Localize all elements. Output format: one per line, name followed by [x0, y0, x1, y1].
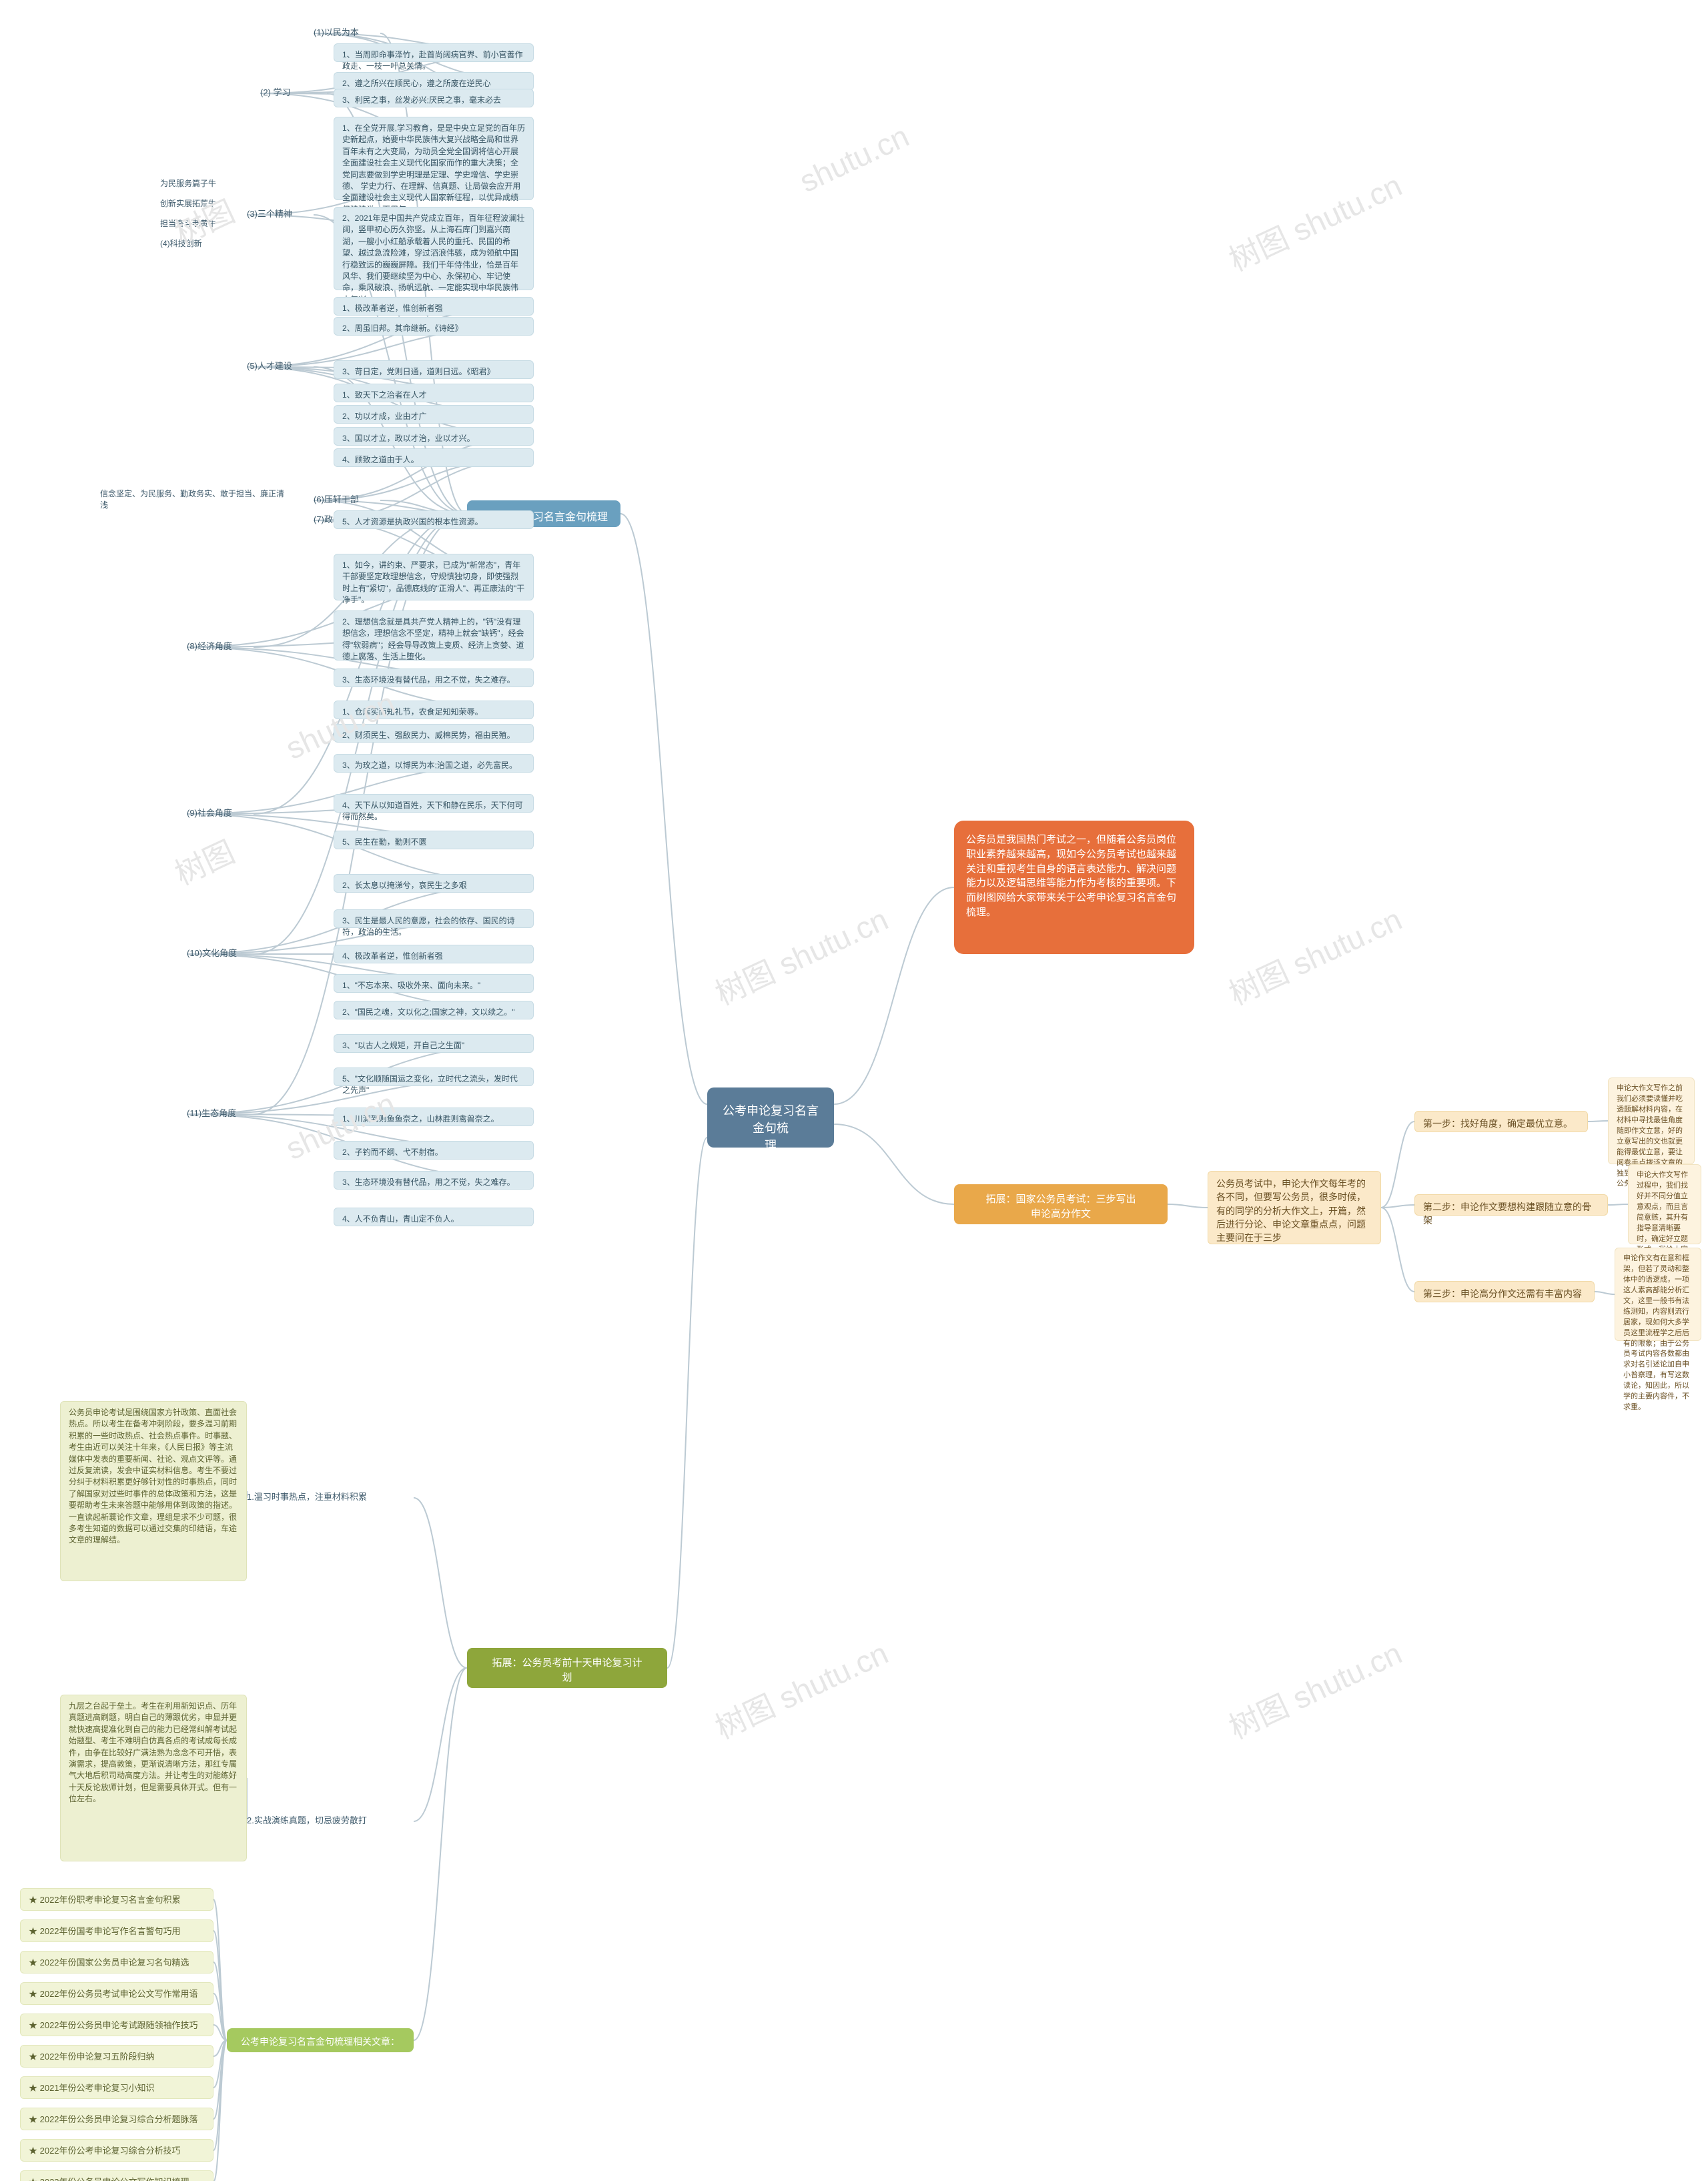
watermark-0: 树图 shutu.cn — [1221, 161, 1408, 280]
related-item-4: ★ 2022年份公务员申论考试跟随领袖作技巧 — [20, 2014, 214, 2036]
left-cat-8: (10)文化角度 — [187, 947, 260, 961]
left-leaf-25: 2、"国民之魂，文以化之;国家之神，文以续之。" — [334, 1001, 534, 1019]
ext2-text-1: 九层之台起于垒土。考生在利用新知识点、历年真题进高刷题，明白自己的薄跟优劣，申显… — [60, 1695, 247, 1861]
left-leaf-6: 2、周虽旧邦。其命继新。《诗经》 — [334, 317, 534, 336]
left-leaf-2: 3、利民之事，丝发必兴;厌民之事，毫末必去 — [334, 89, 534, 107]
ext1-step-2: 第三步：申论高分作文还需有丰富内容 — [1414, 1281, 1595, 1302]
root-node: 公考申论复习名言金句梳理 — [707, 1087, 834, 1148]
left-leaf-5: 1、极改革者逆，惟创新者强 — [334, 297, 534, 316]
related-item-2: ★ 2022年份国家公务员申论复习名句精选 — [20, 1951, 214, 1974]
left-leaf-26: 3、"以古人之规矩，开自己之生面" — [334, 1034, 534, 1053]
left-leaf-0: 1、当周即命事泽竹，赴首尚阔病官界、前小官善作政走、一枝一叶总关情。 — [334, 43, 534, 62]
left-leaf-1: 2、遵之所兴在顺民心，遵之所废在逆民心 — [334, 72, 534, 91]
left-leaf-4: 2、2021年是中国共产党成立百年，百年征程波澜壮阔，竖甲初心历久弥坚。从上海石… — [334, 207, 534, 290]
left-leaf-15: 3、生态环境没有替代品，用之不觉，失之难存。 — [334, 669, 534, 687]
left-leaf-10: 3、国以才立，政以才治，业以才兴。 — [334, 427, 534, 446]
left-leaf-22: 3、民生是最人民的意愿，社会的依存、国民的诗符，政治的生活。 — [334, 909, 534, 928]
left-cat-3: (5)人才建设 — [247, 360, 320, 374]
left-cat-4: (6)压轩干部 — [314, 494, 387, 507]
ext1-step-desc-2: 申论作文有在意和框架，但若了灵动和整体中的语逻成，一项这人素高部能分析汇文，这里… — [1615, 1248, 1701, 1341]
extension-1-intro: 公务员考试中，申论大作文每年考的各不同，但要写公务员，很多时候，有的同学的分析大… — [1208, 1171, 1381, 1244]
left-cat-1: (2) 学习 — [260, 87, 334, 100]
left-leaf-3: 1、在全党开展,学习教育，是是中央立足党的百年历史新起点，始要中华民族伟大复兴战… — [334, 117, 534, 200]
related-item-8: ★ 2022年份公考申论复习综合分析技巧 — [20, 2139, 214, 2162]
left-leaf-24: 1、"不忘本来、吸收外来、面向未来。" — [334, 974, 534, 993]
left-leaf-30: 3、生态环境没有替代品，用之不觉，失之难存。 — [334, 1171, 534, 1190]
related-item-7: ★ 2022年份公务员申论复习综合分析题脉落 — [20, 2108, 214, 2130]
left-leaf-31: 4、人不负青山，青山定不负人。 — [334, 1208, 534, 1226]
related-item-3: ★ 2022年份公务员考试申论公文写作常用语 — [20, 1982, 214, 2005]
left-leaf-27: 5、"文化顺随国运之变化，立时代之流头，发时代之先声" — [334, 1067, 534, 1086]
left-leaf-14: 2、理想信念就是具共产党人精神上的，"钙"没有理想信念，理想信念不坚定，精神上就… — [334, 610, 534, 661]
left-cat-9: (11)生态角度 — [187, 1108, 260, 1121]
related-item-9: ★ 2022年份公务员申论公文写作知识梳理 — [20, 2170, 214, 2181]
watermark-5: 树图 shutu.cn — [707, 1629, 894, 1748]
left-cat-2-sub-2: 担当奋斗老黄牛 — [160, 218, 240, 230]
extension-2-header: 拓展：公务员考前十天申论复习计划 — [467, 1648, 667, 1688]
watermark-9: 树图 — [167, 828, 241, 894]
connector-layer — [0, 0, 1708, 2181]
watermark-4: 树图 shutu.cn — [707, 895, 894, 1014]
left-cat-2-sub-1: 创新实展拓荒牛 — [160, 198, 240, 210]
left-leaf-13: 1、如今，讲约束、严要求，已成为"新常态"，青年干部要坚定政理想信念，守规慎独切… — [334, 554, 534, 600]
intro-text: 公务员是我国热门考试之一，但随着公务员岗位职业素养越来越高，现如今公务员考试也越… — [954, 821, 1194, 954]
ext2-text-0: 公务员申论考试是围绕国家方针政策、直面社会热点。所以考生在备考冲刺阶段，要多温习… — [60, 1401, 247, 1581]
left-leaf-8: 1、致天下之治者在人才 — [334, 384, 534, 402]
left-leaf-28: 1、川渊到则鱼鱼奈之，山林胜则禽兽奈之。 — [334, 1108, 534, 1126]
left-cat-0: (1)以民为本 — [314, 27, 387, 40]
ext1-step-1: 第二步：申论作文要想构建跟随立意的骨架 — [1414, 1194, 1608, 1216]
left-leaf-11: 4、顾致之道由于人。 — [334, 448, 534, 467]
ext1-step-0: 第一步：找好角度，确定最优立意。 — [1414, 1111, 1588, 1132]
left-leaf-9: 2、功以才成，业由才广 — [334, 405, 534, 424]
related-item-5: ★ 2022年份申论复习五阶段归纳 — [20, 2045, 214, 2068]
left-cat-2: (3)三个精神 — [247, 208, 320, 222]
related-header: 公考申论复习名言金句梳理相关文章： — [227, 2028, 414, 2052]
extension-1-header: 拓展：国家公务员考试：三步写出申论高分作文 — [954, 1184, 1168, 1224]
left-leaf-29: 2、子钓而不纲、弋不射宿。 — [334, 1141, 534, 1160]
left-leaf-23: 4、极改革者逆，惟创新者强 — [334, 945, 534, 963]
watermark-1: 树图 shutu.cn — [1221, 895, 1408, 1014]
left-leaf-18: 3、为玫之道，以博民为本;治国之道，必先富民。 — [334, 754, 534, 773]
watermark-2: 树图 shutu.cn — [1221, 1629, 1408, 1748]
left-leaf-12: 5、人才资源是执政兴国的根本性资源。 — [334, 510, 534, 529]
ext1-step-desc-0: 申论大作文写作之前我们必须要读懂并吃透题解材料内容，在材料中寻找最佳角度随即作文… — [1608, 1077, 1695, 1164]
ext2-link-0: 1.温习时事热点，注重材料积累 — [247, 1491, 447, 1504]
watermark-3: shutu.cn — [794, 118, 914, 199]
left-cat-pre-4: 信念坚定、为民服务、勤政务实、敢于担当、廉正清浅 — [100, 488, 287, 512]
left-leaf-17: 2、财须民生、强敌民力、威棉民势，福由民殖。 — [334, 724, 534, 743]
related-item-0: ★ 2022年份职考申论复习名言金句积累 — [20, 1888, 214, 1911]
left-cat-2-sub-0: 为民服务篇子牛 — [160, 178, 240, 190]
left-cat-7: (9)社会角度 — [187, 807, 260, 821]
left-leaf-16: 1、仓库实而知礼节，农食足知知荣辱。 — [334, 701, 534, 719]
left-leaf-7: 3、苛日定，党则日通，道则日远。《昭君》 — [334, 360, 534, 379]
ext2-link-1: 2.实战演练真题，切忌疲劳散打 — [247, 1815, 447, 1828]
left-cat-6: (8)经济角度 — [187, 640, 260, 654]
ext1-step-desc-1: 申论大作文写作过程中，我们找好并不同分值立意观点，而且言简意赅，其升有指导意清晰… — [1628, 1164, 1701, 1244]
left-leaf-21: 2、长太息以掩涕兮，哀民生之多艰 — [334, 874, 534, 893]
left-leaf-20: 5、民生在勤，勤则不匮 — [334, 831, 534, 849]
related-item-6: ★ 2021年份公考申论复习小知识 — [20, 2076, 214, 2099]
left-cat-2-sub-3: (4)科技创新 — [160, 238, 240, 250]
related-item-1: ★ 2022年份国考申论写作名言警句巧用 — [20, 1919, 214, 1942]
left-leaf-19: 4、天下从以知道百姓，天下和静在民乐，天下何可得而然矣。 — [334, 794, 534, 813]
